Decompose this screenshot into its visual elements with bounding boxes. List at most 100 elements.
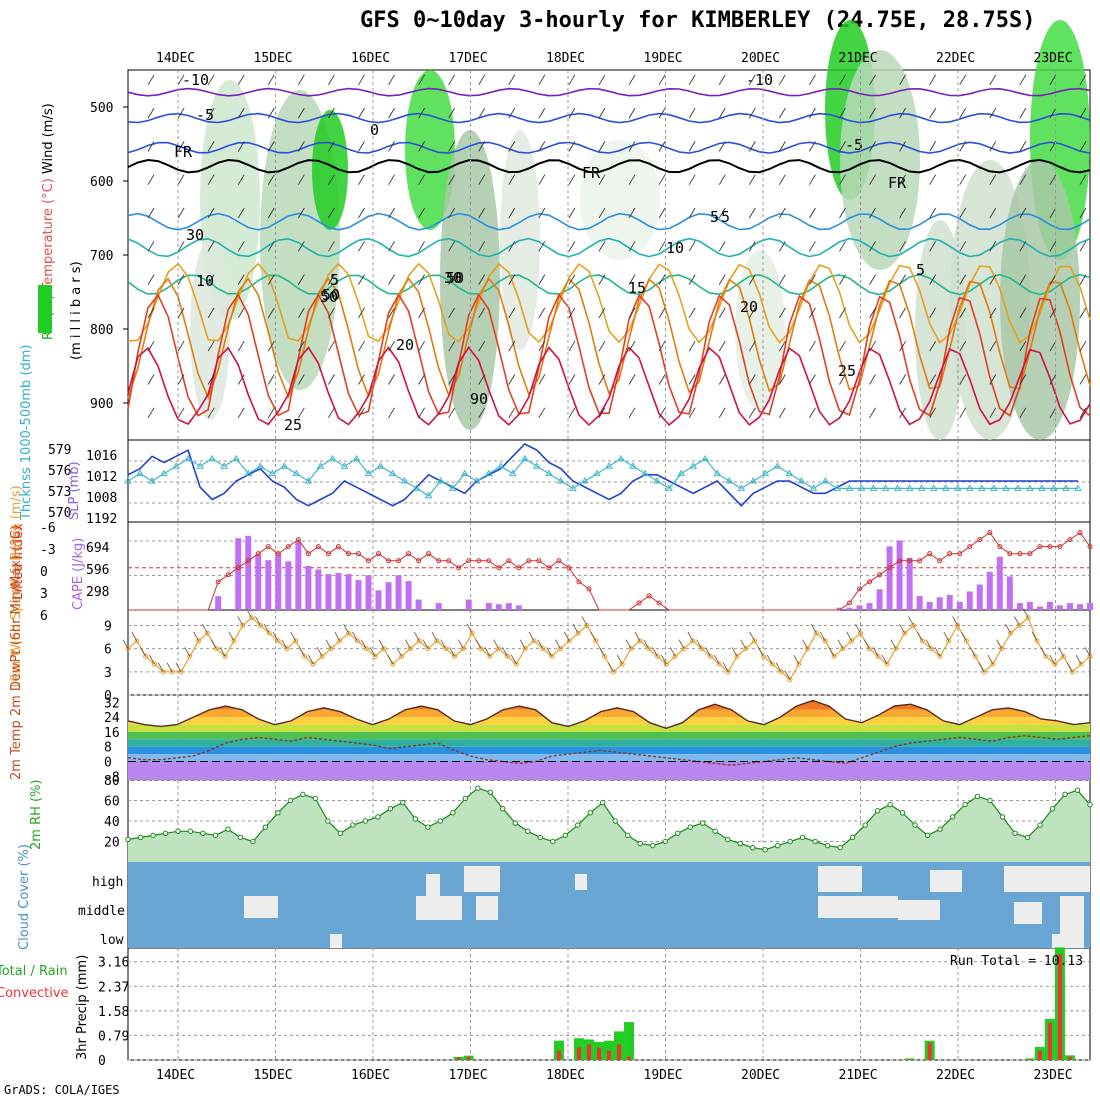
wind-barb [1084,647,1091,657]
wind-barb [538,340,546,352]
li-point [947,551,953,557]
wind-point [822,638,828,644]
wind-point [222,653,228,659]
wind-point [796,661,802,667]
precip-tick: 3.16 [98,956,129,971]
li-point [436,558,442,564]
rh-point [362,818,369,824]
slp-ylabel: SLP (mb) [67,461,82,520]
wind-barb [297,141,305,152]
wind-point [937,653,943,659]
thickness-point [1050,484,1058,491]
wind-barb [147,307,155,319]
wind-barb [778,274,786,285]
thickness-point [749,477,758,484]
wind-barb [839,274,846,285]
wind-barb [959,207,967,219]
wind-barb [1066,662,1073,673]
temp-band [128,754,1090,762]
wind-barb [267,107,275,119]
thickness-point [340,462,349,469]
contour-label: 25 [838,362,856,380]
wind-barb [418,174,425,185]
wind-point [760,653,766,659]
wind-point [496,646,502,652]
rh-point [550,838,556,845]
rh-point [999,814,1006,820]
wind-barb [193,631,199,642]
li-point [566,565,572,571]
wind-barb [140,647,147,657]
cape-tick: 596 [86,563,109,578]
rh-point [662,838,668,845]
wind-barb [869,107,876,119]
precip-conv-bar [607,1050,611,1060]
wind-barb [388,141,395,152]
wind-barb [989,141,997,152]
wind-tick: 0 [104,689,112,704]
wind-point [866,646,872,652]
li-point [376,551,382,557]
cloud-patch [930,870,962,892]
wind-barb [267,407,275,419]
wind-barb [869,174,876,185]
wind-barb [1049,241,1057,252]
wind-point [257,622,263,628]
wind-barb [237,616,244,626]
wind-barb [598,374,606,385]
wind-point [240,622,246,628]
x-tick-label-bottom: 14DEC [156,1068,195,1083]
temp-band [128,761,1090,780]
rh-point [1024,834,1031,841]
rh-point [375,814,381,820]
wind-barb [899,307,906,319]
wind-barb [658,340,666,352]
wind-point [1078,661,1084,667]
wind-barb [687,631,694,642]
li-point [426,551,432,557]
wind-point [151,661,157,667]
wind-point [125,646,131,652]
rh-area [128,788,1090,862]
rh-point [475,785,481,791]
rh-point [575,822,581,828]
wind-barb [1019,74,1027,86]
li-point [466,558,472,564]
contour-label: 15 [628,279,646,297]
rh-point [1062,791,1068,798]
rh-point [1074,787,1081,793]
wind-barb [718,374,726,385]
wind-barb [538,107,546,119]
wind-barb [184,647,191,657]
wind-barb [839,74,846,86]
wind-barb [207,274,215,285]
cloud-patch [416,896,462,920]
upper-air-ylabel-sub: (m i l l i b a r s) [69,261,84,360]
thickness-point [713,469,722,477]
wind-barb [508,74,516,86]
cloud-patch [330,934,342,948]
li-point [967,544,973,550]
wind-barb [538,274,546,285]
wind-barb [809,141,816,152]
li-point [526,558,532,564]
cape-bar [375,590,382,610]
wind-barb [748,274,756,285]
thickness-point [484,469,493,477]
thickness-point [532,462,541,469]
thickness-point [833,484,842,491]
wind-barb [839,107,846,119]
li-point [977,537,983,543]
cape-bar [1026,601,1033,610]
li-point [496,565,502,571]
dewpoint-series [127,734,1091,766]
wind-barb [748,241,756,252]
wind-barb [899,107,906,119]
precip-conv-bar [907,1059,912,1060]
wind-barb [925,639,932,649]
wind-point [310,661,316,667]
wind-barb [358,274,365,285]
wind-barb [718,340,726,352]
wind-barb [297,374,305,385]
wind-barb [748,374,756,385]
